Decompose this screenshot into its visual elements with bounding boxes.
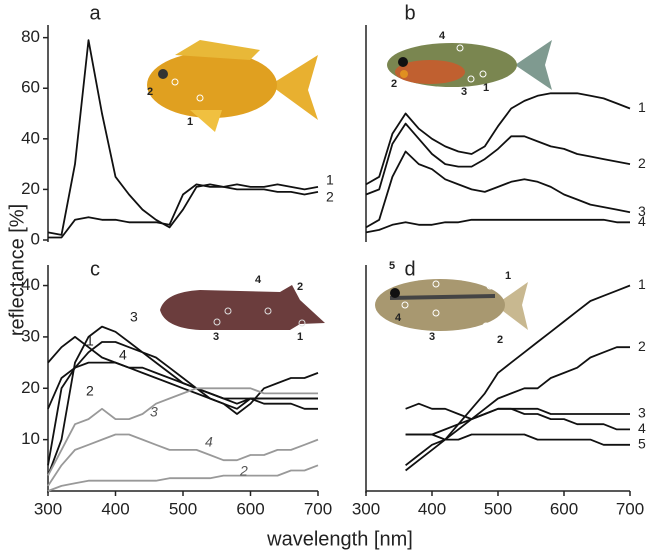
y-tick-label: 30 xyxy=(21,326,40,345)
fish-photo-a xyxy=(147,40,318,132)
photo-point-label: 3 xyxy=(429,331,435,343)
series-line xyxy=(365,218,630,234)
series-line xyxy=(405,433,630,446)
panel-letter: b xyxy=(404,2,415,24)
series-line xyxy=(47,341,318,466)
series-label: 2 xyxy=(638,155,646,171)
photo-point-label: 1 xyxy=(187,116,193,128)
x-tick-label: 500 xyxy=(169,499,197,518)
y-tick-label: 10 xyxy=(21,429,40,448)
photo-point-label: 2 xyxy=(497,334,503,346)
series-label: 5 xyxy=(638,435,646,451)
series-line xyxy=(365,150,631,229)
photo-point-label: 2 xyxy=(391,78,397,90)
fish-photo-d xyxy=(375,279,528,331)
series-label: 4 xyxy=(638,213,646,229)
photo-point-label: 4 xyxy=(255,274,262,286)
series-label: 4 xyxy=(119,347,127,363)
x-tick-label: 600 xyxy=(236,499,264,518)
photo-point-label: 1 xyxy=(505,270,511,282)
series-label: 4 xyxy=(638,420,646,436)
x-tick-label: 500 xyxy=(484,499,512,518)
series-label: 1 xyxy=(86,333,94,349)
photo-point-label: 2 xyxy=(297,281,303,293)
series-label: 1 xyxy=(326,172,334,188)
x-tick-label: 400 xyxy=(418,499,446,518)
series-label: 4 xyxy=(205,434,213,450)
x-tick-label: 300 xyxy=(34,499,62,518)
panel-letter: d xyxy=(404,258,415,280)
fish-photo-b xyxy=(387,40,552,90)
x-axis-label: wavelength [nm] xyxy=(266,528,413,550)
x-tick-label: 300 xyxy=(352,499,380,518)
series-label: 2 xyxy=(239,463,248,479)
series-line xyxy=(405,346,630,467)
series-line xyxy=(47,387,318,477)
y-tick-label: 40 xyxy=(21,275,40,294)
x-tick-label: 700 xyxy=(616,499,644,518)
photo-point-label: 3 xyxy=(213,331,219,343)
series-label: 1 xyxy=(638,276,646,292)
series-line xyxy=(365,92,631,186)
series-line xyxy=(47,464,319,492)
series-label: 3 xyxy=(150,404,158,420)
series-label: 1 xyxy=(638,99,646,115)
series-line xyxy=(47,325,318,476)
series-line xyxy=(47,39,319,236)
series-label: 3 xyxy=(638,405,646,421)
series-label: 2 xyxy=(86,383,94,399)
series-line xyxy=(365,122,631,196)
series-label: 2 xyxy=(326,189,334,205)
series-line xyxy=(48,183,319,239)
series-line xyxy=(405,402,630,420)
y-tick-label: 40 xyxy=(21,128,40,147)
series-label: 3 xyxy=(130,309,138,325)
x-tick-label: 600 xyxy=(550,499,578,518)
series-label: 2 xyxy=(638,338,646,354)
series-line xyxy=(47,336,319,415)
series-label: 3 xyxy=(638,203,646,219)
photo-point-label: 3 xyxy=(461,86,467,98)
series-line xyxy=(47,433,319,487)
y-tick-label: 20 xyxy=(21,378,40,397)
y-tick-label: 20 xyxy=(21,179,40,198)
photo-point-label: 5 xyxy=(389,260,395,272)
y-tick-label: 80 xyxy=(21,27,40,46)
photo-point-label: 1 xyxy=(483,82,489,94)
x-tick-label: 400 xyxy=(101,499,129,518)
panel-letter: a xyxy=(89,2,101,24)
photo-point-label: 1 xyxy=(297,331,303,343)
series-line xyxy=(405,407,630,436)
photo-point-label: 4 xyxy=(439,30,446,42)
y-tick-label: 0 xyxy=(31,229,40,248)
fish-photo-c xyxy=(160,285,325,330)
panel-letter: c xyxy=(90,258,100,280)
y-axis-label: reflectance [%] xyxy=(6,204,28,336)
x-tick-label: 700 xyxy=(304,499,332,518)
photo-point-label: 4 xyxy=(395,312,402,324)
photo-point-label: 2 xyxy=(147,86,153,98)
y-tick-label: 60 xyxy=(21,78,40,97)
